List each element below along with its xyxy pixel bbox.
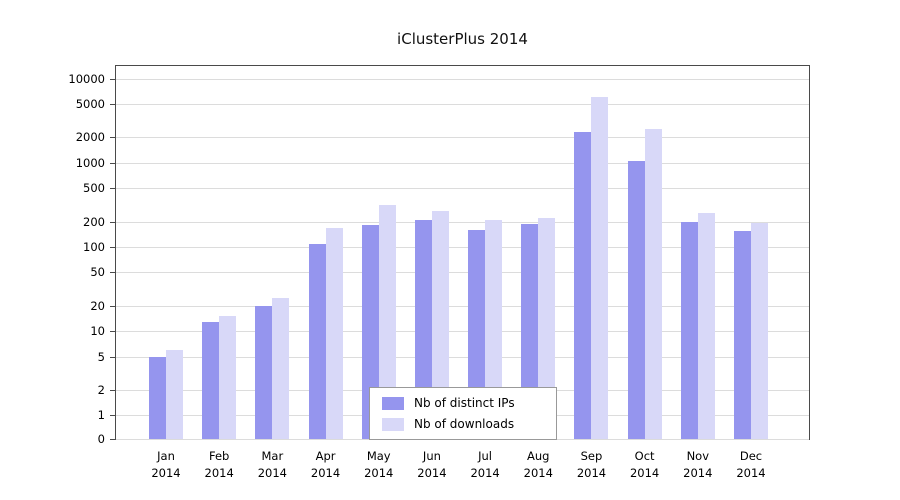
y-tick-mark-20 <box>110 305 116 307</box>
gridline-1000 <box>116 162 809 164</box>
x-tick-label-aug: Aug 2014 <box>523 449 553 481</box>
gridline-5000 <box>116 103 809 105</box>
bar-downloads-jan <box>166 349 183 439</box>
bar-distinct-ips-jan <box>149 356 166 439</box>
y-tick-mark-50 <box>110 272 116 274</box>
x-tick-label-jan: Jan 2014 <box>151 449 181 481</box>
x-tick-label-jul: Jul 2014 <box>470 449 500 481</box>
bar-distinct-ips-dec <box>734 231 751 439</box>
y-tick-mark-10000 <box>110 78 116 80</box>
x-tick-label-oct: Oct 2014 <box>629 449 660 481</box>
y-tick-label-5000: 5000 <box>75 96 105 111</box>
bar-distinct-ips-apr <box>308 243 326 439</box>
bar-downloads-dec <box>751 222 768 439</box>
x-tick-label-jun: Jun 2014 <box>417 449 447 481</box>
x-tick-label-may: May 2014 <box>364 449 394 481</box>
y-tick-label-2: 2 <box>97 383 105 398</box>
bar-distinct-ips-aug <box>521 223 539 439</box>
y-tick-label-500: 500 <box>83 181 105 196</box>
bar-distinct-ips-nov <box>680 221 698 439</box>
bar-downloads-aug <box>538 218 556 439</box>
y-tick-mark-5 <box>110 356 116 358</box>
gridline-20 <box>116 305 809 307</box>
x-tick-label-apr: Apr 2014 <box>310 449 341 481</box>
legend: Nb of distinct IPs Nb of downloads <box>369 387 557 440</box>
y-tick-mark-2000 <box>110 137 116 139</box>
gridline-500 <box>116 188 809 190</box>
bar-downloads-feb <box>219 316 237 439</box>
x-tick-label-feb: Feb 2014 <box>204 449 234 481</box>
y-tick-label-0: 0 <box>97 432 105 446</box>
legend-item-downloads: Nb of downloads <box>382 417 544 431</box>
x-tick-label-mar: Mar 2014 <box>257 449 287 481</box>
gridline-2000 <box>116 137 809 139</box>
bar-downloads-oct <box>644 129 662 439</box>
bar-downloads-may <box>378 204 396 439</box>
y-tick-mark-200 <box>110 221 116 223</box>
y-tick-label-1000: 1000 <box>75 155 105 170</box>
y-tick-label-1: 1 <box>97 408 105 423</box>
bar-distinct-ips-jun <box>414 219 432 439</box>
legend-swatch-downloads <box>382 417 404 431</box>
x-tick-label-nov: Nov 2014 <box>683 449 713 481</box>
bar-distinct-ips-oct <box>627 161 645 439</box>
y-tick-mark-0 <box>110 439 116 440</box>
gridline-100 <box>116 247 809 249</box>
bar-distinct-ips-sep <box>574 132 592 439</box>
y-tick-mark-2 <box>110 390 116 392</box>
y-tick-label-50: 50 <box>90 265 105 280</box>
bar-downloads-nov <box>697 212 715 439</box>
bar-distinct-ips-mar <box>255 305 273 439</box>
y-tick-mark-1 <box>110 415 116 417</box>
x-tick-label-dec: Dec 2014 <box>736 449 766 481</box>
y-tick-label-10000: 10000 <box>68 71 105 86</box>
y-tick-mark-5000 <box>110 103 116 105</box>
x-tick-label-sep: Sep 2014 <box>576 449 607 481</box>
bar-distinct-ips-jul <box>468 229 486 439</box>
gridline-50 <box>116 272 809 274</box>
legend-label-distinct-ips: Nb of distinct IPs <box>414 396 515 410</box>
legend-swatch-distinct-ips <box>382 396 404 410</box>
y-tick-label-10: 10 <box>90 324 105 339</box>
y-tick-mark-10 <box>110 331 116 333</box>
y-tick-label-20: 20 <box>90 298 105 313</box>
bar-downloads-jun <box>431 210 449 439</box>
bar-distinct-ips-may <box>361 224 379 439</box>
gridline-200 <box>116 221 809 223</box>
y-tick-mark-1000 <box>110 162 116 164</box>
gridline-5 <box>116 356 809 358</box>
bar-downloads-jul <box>485 219 503 439</box>
plot-area: 0 1 2 5 10 20 50 100 200 500 1000 2000 5000 10000 Jan… <box>68 65 810 480</box>
bar-downloads-sep <box>591 97 609 439</box>
bar-downloads-mar <box>272 297 290 439</box>
y-tick-label-5: 5 <box>97 349 105 364</box>
y-tick-label-2000: 2000 <box>75 130 105 145</box>
legend-item-distinct-ips: Nb of distinct IPs <box>382 396 544 410</box>
legend-label-downloads: Nb of downloads <box>414 417 515 431</box>
chart-title: iClusterPlus 2014 <box>397 30 528 48</box>
y-tick-mark-100 <box>110 247 116 249</box>
y-tick-label-100: 100 <box>83 240 105 255</box>
y-tick-mark-500 <box>110 188 116 190</box>
bar-downloads-apr <box>325 227 343 439</box>
gridline-10 <box>116 331 809 333</box>
gridline-10000 <box>116 78 809 80</box>
y-tick-label-200: 200 <box>83 214 105 229</box>
bar-distinct-ips-feb <box>202 321 220 439</box>
